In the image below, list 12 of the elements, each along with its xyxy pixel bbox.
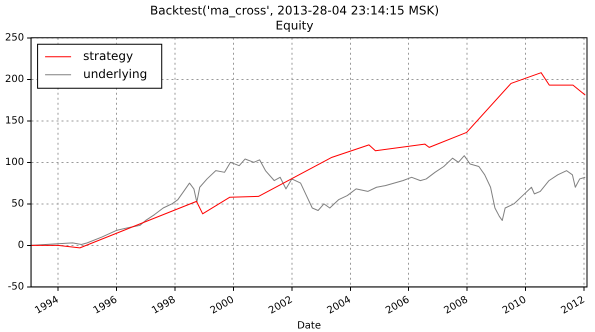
x-axis-title: Date — [297, 320, 321, 332]
y-tick-label: 0 — [18, 240, 24, 251]
chart-subtitle: Equity — [276, 18, 314, 33]
legend-label: strategy — [83, 48, 134, 63]
y-tick-label: 50 — [11, 198, 24, 210]
y-tick-label: 100 — [4, 156, 24, 168]
y-tick-label: 150 — [4, 115, 24, 126]
y-tick-label: 250 — [4, 32, 24, 44]
y-tick-label: -50 — [8, 281, 24, 292]
legend-label: underlying — [83, 66, 148, 81]
chart-title: Backtest('ma_cross', 2013-28-04 23:14:15 MSK) — [150, 3, 440, 18]
y-tick-label: 200 — [4, 74, 24, 85]
